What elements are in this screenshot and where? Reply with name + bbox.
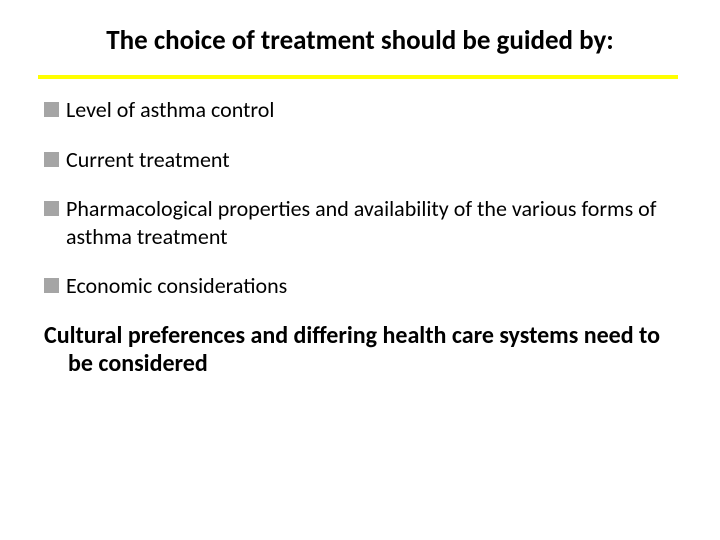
bullet-text: Pharmacological properties and availabil…	[66, 195, 676, 250]
bullet-text: Current treatment	[66, 146, 676, 174]
bullet-item: Pharmacological properties and availabil…	[44, 195, 676, 250]
square-bullet-icon	[44, 278, 59, 293]
bullet-item: Economic considerations	[44, 272, 676, 300]
slide-title: The choice of treatment should be guided…	[0, 24, 720, 57]
body-content: Level of asthma control Current treatment…	[44, 96, 676, 379]
square-bullet-icon	[44, 102, 59, 117]
bullet-list: Level of asthma control Current treatment…	[44, 96, 676, 300]
closing-text: Cultural preferences and differing healt…	[44, 322, 676, 380]
bullet-item: Level of asthma control	[44, 96, 676, 124]
square-bullet-icon	[44, 152, 59, 167]
bullet-text: Economic considerations	[66, 272, 676, 300]
accent-underline	[38, 75, 678, 79]
square-bullet-icon	[44, 201, 59, 216]
bullet-text: Level of asthma control	[66, 96, 676, 124]
bullet-item: Current treatment	[44, 146, 676, 174]
slide: The choice of treatment should be guided…	[0, 0, 720, 540]
